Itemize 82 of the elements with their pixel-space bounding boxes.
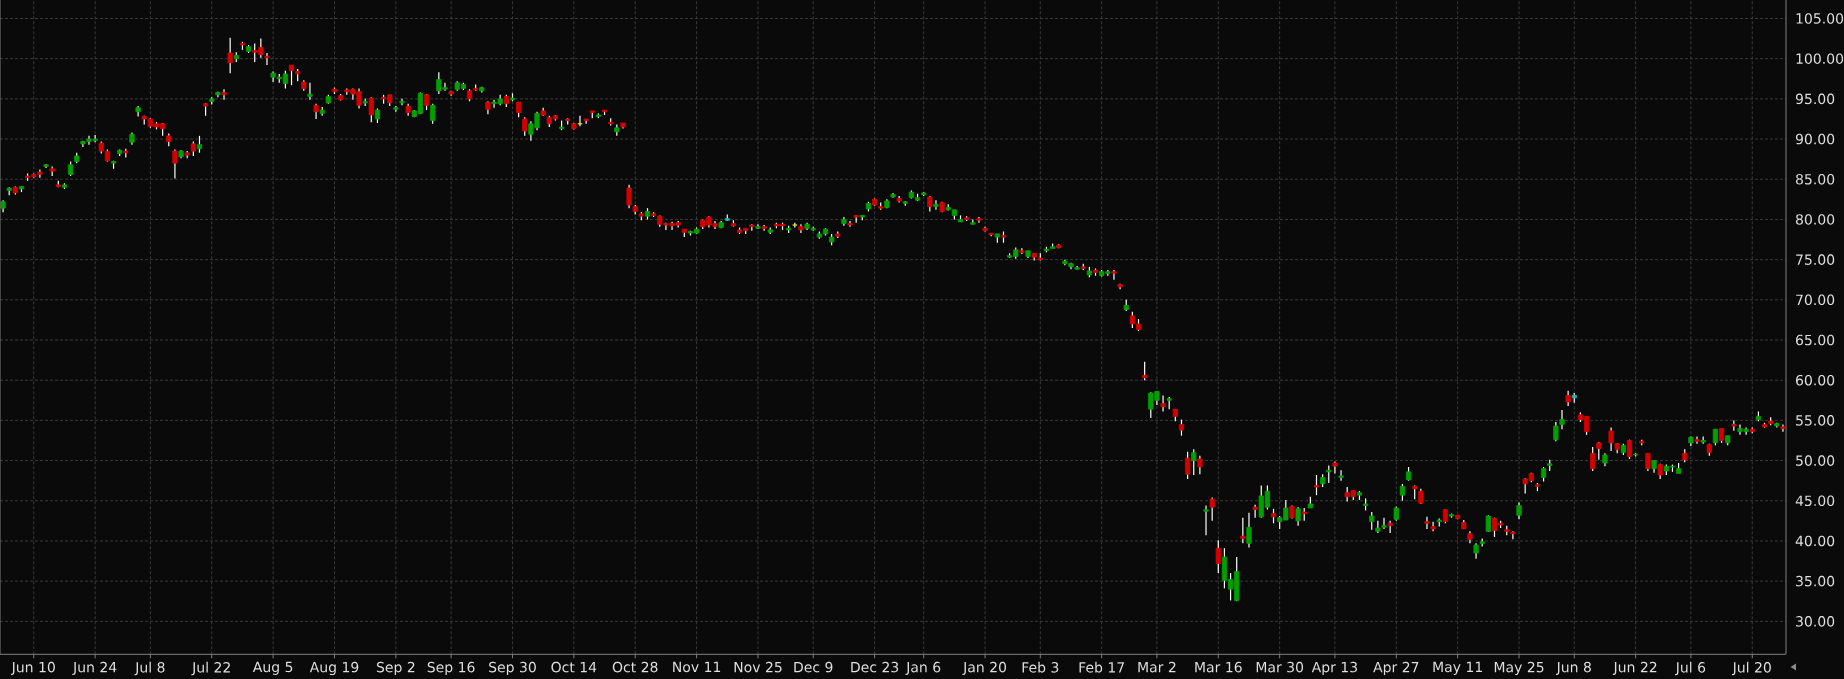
candlestick xyxy=(430,103,436,125)
x-tick-label: Mar 30 xyxy=(1256,661,1304,673)
candlestick xyxy=(1160,394,1166,413)
candlestick xyxy=(1209,496,1215,522)
y-tick-label: 40.00 xyxy=(1795,535,1835,547)
x-tick-label: Sep 16 xyxy=(427,661,475,676)
candlestick xyxy=(1694,435,1700,445)
y-tick-label: 105.00 xyxy=(1796,13,1844,24)
x-tick-label: Jun 10 xyxy=(10,661,55,676)
y-tick-label: 30.00 xyxy=(1796,616,1835,627)
x-tick-label: Jan 6 xyxy=(905,661,941,676)
candlestick xyxy=(1111,269,1117,281)
candlestick xyxy=(1553,421,1559,442)
candlestick xyxy=(583,118,589,125)
y-tick-label: 65.00 xyxy=(1796,334,1835,346)
candlestick xyxy=(1590,446,1596,472)
candlestick xyxy=(522,116,528,137)
y-tick-label: 35.00 xyxy=(1796,575,1835,587)
x-tick-label: Feb 3 xyxy=(1022,661,1059,673)
x-tick-label: Aug 19 xyxy=(309,661,359,676)
x-tick-label: Jul 8 xyxy=(134,661,165,676)
candlestick xyxy=(1295,506,1301,527)
y-tick-label: 70.00 xyxy=(1796,294,1835,306)
candlestick xyxy=(1142,361,1148,381)
candlestick xyxy=(1338,469,1344,482)
candlestick xyxy=(933,199,939,211)
x-tick-label: Oct 14 xyxy=(551,661,597,673)
y-tick-label: 50.00 xyxy=(1796,455,1835,466)
y-tick-label: 85.00 xyxy=(1795,173,1835,185)
candlestick xyxy=(1387,520,1393,534)
x-tick-label: Oct 28 xyxy=(612,661,658,673)
x-tick-label: Jun 24 xyxy=(72,661,117,676)
x-tick-label: Feb 17 xyxy=(1079,661,1125,673)
candlestick xyxy=(264,52,270,66)
candlestick xyxy=(135,105,141,118)
x-tick-label: Jul 22 xyxy=(191,661,230,676)
candlestick xyxy=(227,37,233,74)
x-tick-label: Apr 13 xyxy=(1311,661,1358,676)
y-tick-label: 80.00 xyxy=(1795,214,1835,225)
candlestick xyxy=(1780,423,1786,433)
x-tick-label: Jun 8 xyxy=(1555,661,1591,676)
candlestick xyxy=(1424,516,1430,530)
candlestick xyxy=(626,184,632,209)
y-tick-label: 60.00 xyxy=(1796,374,1835,386)
candlestick xyxy=(1197,455,1203,475)
x-tick-label: Nov 11 xyxy=(673,661,721,673)
y-tick-label: 75.00 xyxy=(1796,254,1835,265)
candlestick xyxy=(221,88,227,101)
candlestick xyxy=(1559,409,1565,430)
x-tick-label: Mar 2 xyxy=(1138,661,1176,673)
x-tick-label: Mar 16 xyxy=(1195,661,1242,673)
x-tick-label: Nov 25 xyxy=(734,661,782,673)
x-tick-label: Sep 2 xyxy=(376,661,415,676)
x-tick-label: Jul 20 xyxy=(1731,661,1771,676)
candlestick xyxy=(1240,517,1246,544)
candlestick xyxy=(288,64,295,86)
x-tick-label: Jun 22 xyxy=(1612,661,1657,676)
x-tick-label: May 25 xyxy=(1494,661,1544,676)
candlestick xyxy=(1313,474,1320,496)
candlestick xyxy=(1332,460,1338,475)
x-tick-label: Jan 20 xyxy=(962,661,1007,676)
x-tick-label: Aug 5 xyxy=(252,661,293,675)
candlestick xyxy=(172,148,178,180)
x-tick-label: Dec 9 xyxy=(794,661,833,673)
x-tick-label: Apr 27 xyxy=(1373,661,1419,676)
candlestick xyxy=(1203,504,1209,536)
y-tick-label: 100.00 xyxy=(1796,53,1844,64)
candlestick xyxy=(1252,504,1258,519)
x-tick-label: Dec 23 xyxy=(851,661,899,673)
candlestick xyxy=(1184,451,1191,480)
y-tick-label: 95.00 xyxy=(1795,93,1835,105)
x-tick-label: Sep 30 xyxy=(489,661,536,676)
candlestick xyxy=(1246,512,1252,548)
candlestick xyxy=(368,96,374,123)
y-tick-label: 90.00 xyxy=(1795,133,1835,145)
y-tick-label: 55.00 xyxy=(1796,415,1835,426)
x-tick-label: May 11 xyxy=(1433,661,1482,675)
candlestick xyxy=(307,82,313,101)
candlestick xyxy=(1191,448,1197,476)
y-tick-label: 45.00 xyxy=(1795,495,1835,507)
candlestick xyxy=(1215,539,1221,574)
x-tick-label: Jul 6 xyxy=(1675,661,1706,676)
